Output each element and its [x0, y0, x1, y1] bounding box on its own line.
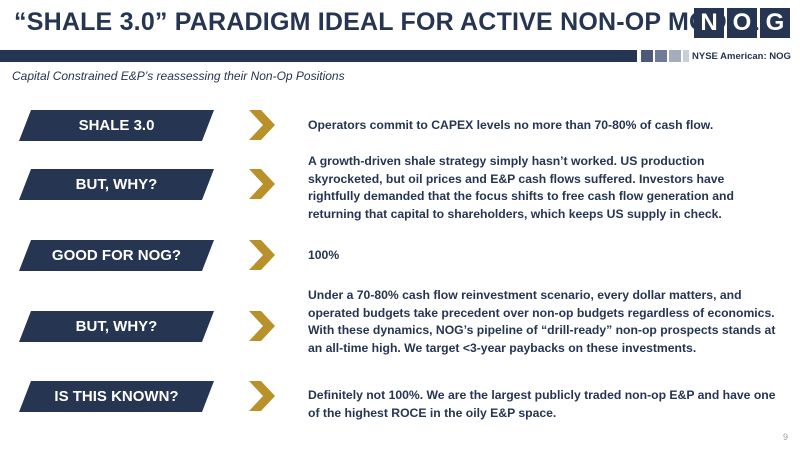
row-label-but-why-2: BUT, WHY?: [19, 311, 214, 342]
row-label-shale: SHALE 3.0: [19, 110, 214, 141]
header-square-3: [669, 50, 681, 62]
row-label-but-why-1: BUT, WHY?: [19, 169, 214, 200]
chevron-right-icon: [249, 110, 275, 140]
row-text-but-why-1: A growth-driven shale strategy simply ha…: [308, 154, 734, 221]
row-text-but-why-2: Under a 70-80% cash flow reinvestment sc…: [308, 288, 776, 355]
row-label-is-this-known: IS THIS KNOWN?: [19, 381, 214, 412]
header-square-2: [655, 50, 667, 62]
row-text-shale: Operators commit to CAPEX levels no more…: [308, 118, 714, 132]
header-bar: [0, 50, 637, 62]
chevron-right-icon: [249, 169, 275, 199]
row-text-is-this-known: Definitely not 100%. We are the largest …: [308, 388, 776, 420]
chevron-right-icon: [249, 240, 275, 270]
page-number: 9: [782, 432, 788, 442]
stock-ticker: NYSE American: NOG: [692, 51, 791, 62]
logo-letter-g: G: [760, 8, 790, 38]
slide-title: “SHALE 3.0” PARADIGM IDEAL FOR ACTIVE NO…: [14, 8, 760, 36]
row-text-good-for-nog: 100%: [308, 248, 340, 262]
row-label-good-for-nog: GOOD FOR NOG?: [19, 240, 214, 271]
chevron-right-icon: [249, 381, 275, 411]
header-square-1: [641, 50, 653, 62]
nog-logo: N O G: [694, 8, 790, 38]
chevron-right-icon: [249, 311, 275, 341]
logo-letter-o: O: [727, 8, 757, 38]
header-square-4: [683, 50, 689, 62]
logo-letter-n: N: [694, 8, 724, 38]
slide-subtitle: Capital Constrained E&P’s reassessing th…: [12, 69, 345, 83]
